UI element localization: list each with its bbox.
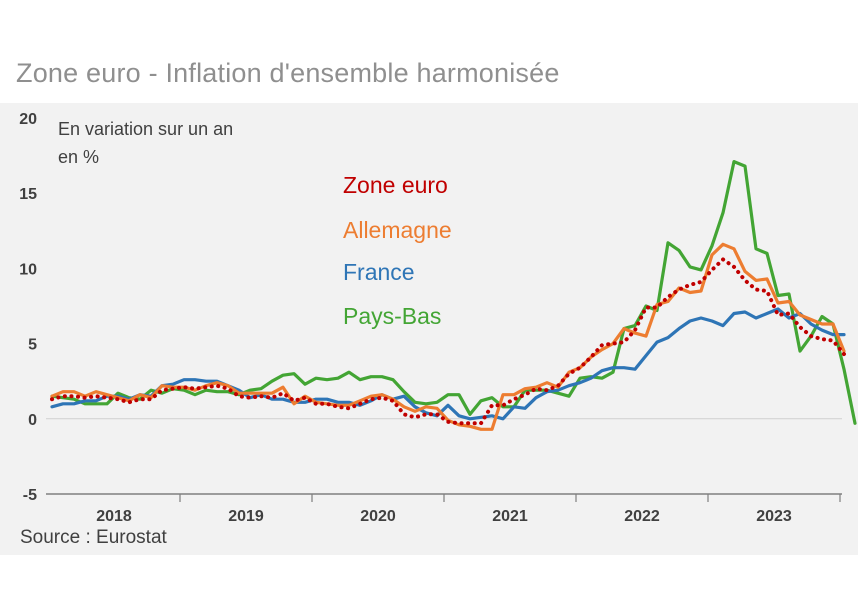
y-axis: -5 0 5 10 15 20 [19, 111, 37, 504]
x-tick-label: 2020 [360, 508, 396, 525]
y-tick-label: 5 [28, 337, 37, 354]
x-tick-label: 2019 [228, 508, 264, 525]
legend-pays-bas: Pays-Bas [343, 303, 441, 329]
y-tick-label: -5 [23, 487, 37, 504]
unit-label-line-1: En variation sur un an [58, 119, 233, 139]
y-tick-label: 15 [19, 186, 37, 203]
series-line-france [50, 307, 846, 421]
chart-title: Zone euro - Inflation d'ensemble harmoni… [16, 58, 560, 88]
legend-france: France [343, 259, 415, 285]
y-tick-label: 20 [19, 111, 37, 128]
y-tick-label: 0 [28, 412, 37, 429]
unit-label-line-2: en % [58, 147, 99, 167]
x-tick-label: 2022 [624, 508, 660, 525]
y-tick-label: 10 [19, 261, 37, 278]
series-line-pays-bas [50, 159, 857, 425]
series-line-zone-euro [50, 257, 846, 426]
x-tick-label: 2018 [96, 508, 132, 525]
chart-panel: -5 0 5 10 15 20 2018 2019 2020 2021 2022 2023 En v… [0, 103, 858, 555]
series-line-allemagne [50, 242, 846, 431]
source-note: Source : Eurostat [20, 527, 167, 548]
x-tick-label: 2023 [756, 508, 792, 525]
legend-allemagne: Allemagne [343, 217, 452, 243]
x-axis: 2018 2019 2020 2021 2022 2023 [46, 493, 842, 525]
legend-zone-euro: Zone euro [343, 172, 448, 198]
x-tick-label: 2021 [492, 508, 528, 525]
inflation-line-chart: -5 0 5 10 15 20 2018 2019 2020 2021 2022 2023 En v… [19, 111, 857, 525]
chart-series [50, 159, 857, 431]
chart-legend: Zone euro Allemagne France Pays-Bas [343, 172, 452, 329]
